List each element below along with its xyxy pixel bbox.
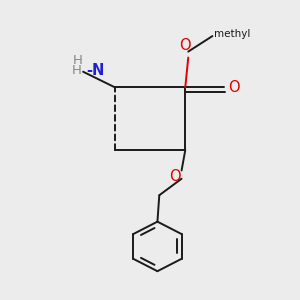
Text: O: O [228,80,240,95]
Text: O: O [169,169,181,184]
Text: O: O [179,38,191,53]
Text: methyl: methyl [214,29,250,39]
Text: H: H [72,64,82,77]
Text: -N: -N [86,63,104,78]
Text: H: H [73,54,82,67]
